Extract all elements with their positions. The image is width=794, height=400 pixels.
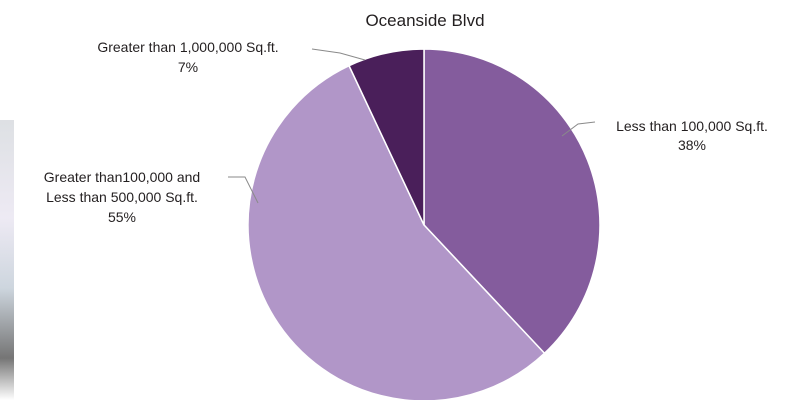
slice-label-1: Less than 100,000 Sq.ft.	[616, 118, 768, 134]
slice-value-label-3: 7%	[178, 59, 198, 75]
slice-value-label-2: 55%	[108, 209, 136, 225]
pie-slice-2	[247, 64, 546, 400]
leader-line-3	[311, 48, 366, 61]
pie-slices	[247, 48, 601, 400]
leader-line-1	[561, 121, 596, 137]
leader-lines	[228, 48, 596, 204]
slice-label-2: Less than 500,000 Sq.ft.	[46, 189, 198, 205]
slice-label-3: Greater than 1,000,000 Sq.ft.	[97, 39, 278, 55]
slice-labels: Less than 100,000 Sq.ft. 38% Greater than1…	[44, 39, 768, 225]
slice-value-label-1: 38%	[678, 137, 706, 153]
background-image-strip	[0, 120, 14, 400]
pie-slice-1	[423, 48, 601, 355]
slice-label-2: Greater than100,000 and	[44, 169, 200, 185]
leader-line-2	[228, 176, 259, 204]
chart-title: Oceanside Blvd	[365, 11, 484, 30]
pie-slice-3	[348, 48, 425, 226]
